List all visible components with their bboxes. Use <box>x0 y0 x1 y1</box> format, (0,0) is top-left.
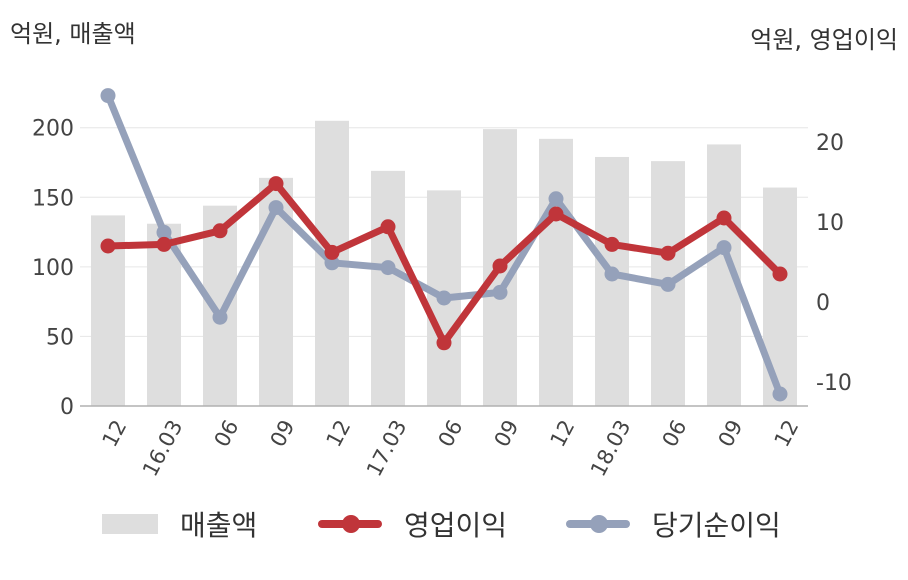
y-left-tick-label: 0 <box>60 395 74 420</box>
point-net <box>660 276 676 292</box>
legend-swatch-operating <box>318 515 382 533</box>
point-operating <box>268 176 284 192</box>
point-operating <box>324 244 340 260</box>
point-net <box>380 260 396 276</box>
x-tick-label: 12 <box>770 416 804 451</box>
point-operating <box>100 238 116 254</box>
point-net <box>772 386 788 402</box>
right-axis-unit-label: 억원, 영업이익 <box>750 26 898 54</box>
x-tick-label: 16.03 <box>138 416 187 480</box>
legend-item-revenue: 매출액 <box>102 502 257 546</box>
legend-swatch-net <box>566 515 630 533</box>
point-operating <box>604 236 620 252</box>
x-tick-label: 09 <box>266 416 300 451</box>
y-right-tick-label: 20 <box>816 131 844 156</box>
legend-label-net: 당기순이익 <box>652 509 781 542</box>
point-net <box>268 200 284 216</box>
point-operating <box>660 245 676 261</box>
legend-item-net: 당기순이익 <box>566 502 781 546</box>
y-left-tick-label: 200 <box>32 117 74 142</box>
legend-label-operating: 영업이익 <box>404 509 508 542</box>
x-tick-label: 06 <box>434 416 468 451</box>
y-left-tick-label: 150 <box>32 186 74 211</box>
point-operating <box>156 236 172 252</box>
point-net <box>156 224 172 240</box>
x-tick-label: 12 <box>546 416 580 451</box>
point-net <box>492 284 508 300</box>
point-operating <box>548 206 564 222</box>
point-operating <box>492 258 508 274</box>
point-net <box>324 255 340 271</box>
legend: 매출액 영업이익 당기순이익 <box>0 502 908 546</box>
y-right-tick-label: 0 <box>816 291 830 316</box>
point-net <box>604 266 620 282</box>
x-tick-label: 09 <box>714 416 748 451</box>
x-tick-label: 12 <box>98 416 132 451</box>
point-operating <box>380 219 396 235</box>
x-tick-label: 09 <box>490 416 524 451</box>
y-left-tick-label: 100 <box>32 256 74 281</box>
point-net <box>436 290 452 306</box>
bar-revenue <box>371 170 405 406</box>
point-operating <box>772 266 788 282</box>
left-axis-unit-label: 억원, 매출액 <box>10 20 136 48</box>
bar-revenue <box>539 138 573 406</box>
point-net <box>212 309 228 325</box>
x-tick-label: 06 <box>210 416 244 451</box>
x-tick-label: 06 <box>658 416 692 451</box>
point-operating <box>436 335 452 351</box>
point-operating <box>212 223 228 239</box>
bar-revenue <box>763 187 797 406</box>
point-net <box>548 191 564 207</box>
legend-item-operating: 영업이익 <box>318 502 507 546</box>
point-net <box>100 88 116 104</box>
x-tick-label: 12 <box>322 416 356 451</box>
x-tick-label: 18.03 <box>586 416 635 480</box>
y-right-tick-label: -10 <box>816 371 852 396</box>
legend-label-revenue: 매출액 <box>180 509 258 542</box>
x-tick-label: 17.03 <box>362 416 411 480</box>
legend-swatch-revenue <box>102 514 158 534</box>
y-right-tick-label: 10 <box>816 211 844 236</box>
point-net <box>716 240 732 256</box>
y-left-tick-label: 50 <box>46 325 74 350</box>
point-operating <box>716 210 732 226</box>
